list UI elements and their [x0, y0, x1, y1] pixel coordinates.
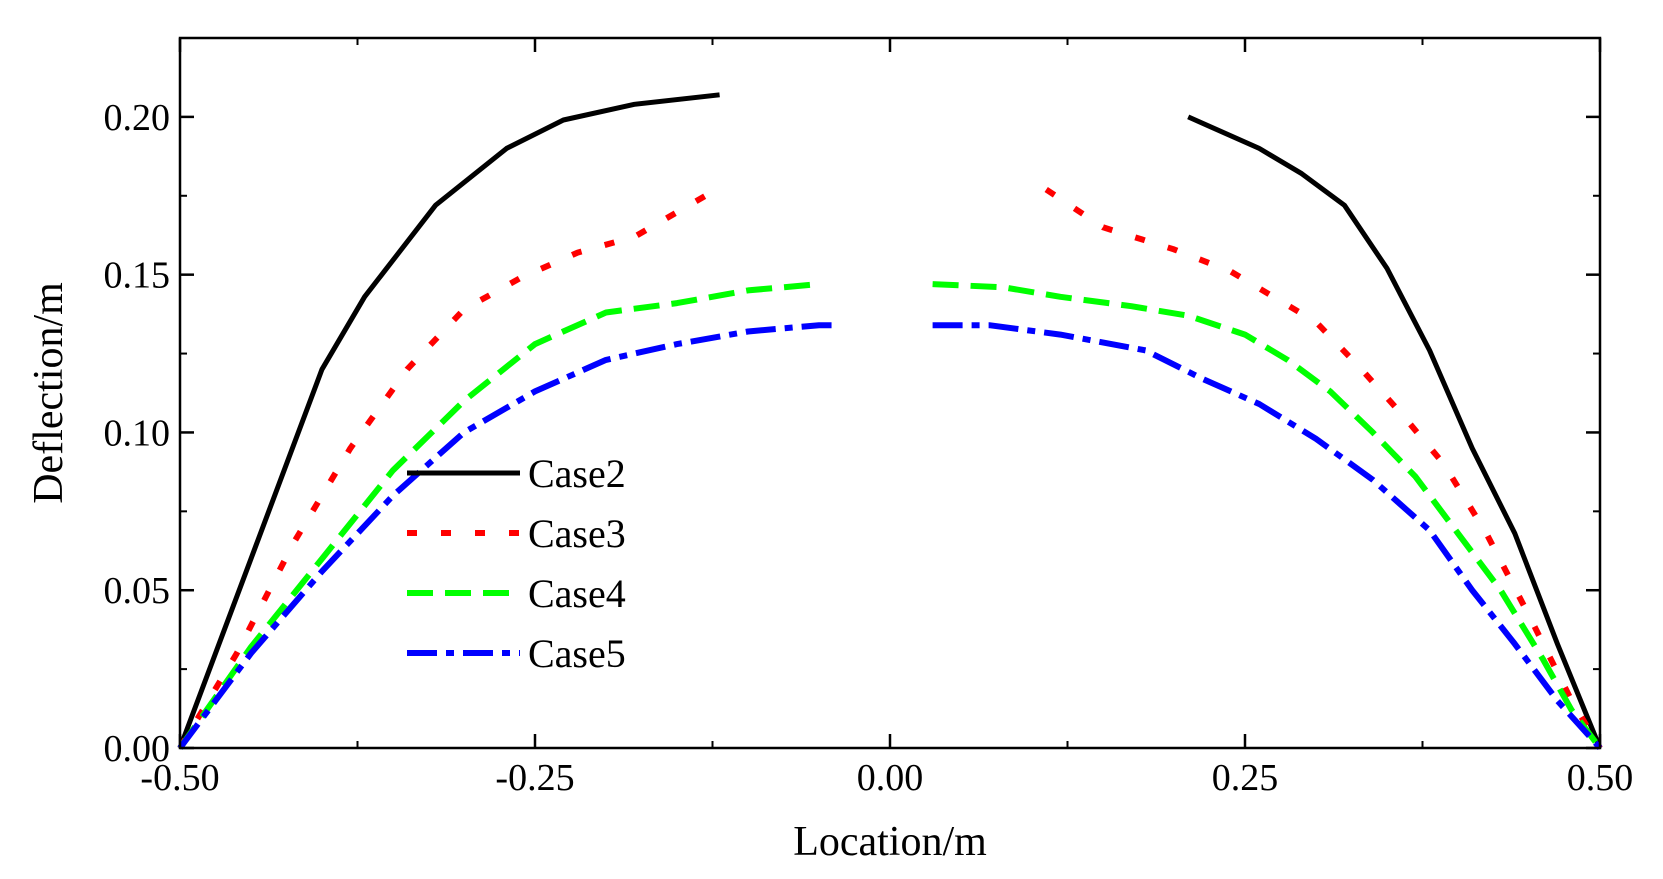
x-axis-title: Location/m — [793, 819, 987, 865]
series-layer — [177, 92, 1603, 751]
series-case4-line-left — [177, 281, 820, 750]
legend-label-case3: Case3 — [528, 511, 626, 556]
series-case5-line-left — [177, 322, 834, 750]
legend: Case2 Case3 Case4 Case5 — [407, 451, 626, 676]
series-case4-line-right — [932, 281, 1603, 750]
y-tick-label: 0.10 — [104, 412, 171, 454]
series-case3-line-left — [177, 193, 707, 750]
series-case2-line-right — [1187, 114, 1603, 749]
x-tick-label: 0.25 — [1212, 757, 1279, 799]
x-tick-label: 0.00 — [857, 757, 924, 799]
legend-label-case4: Case4 — [528, 571, 626, 616]
legend-label-case5: Case5 — [528, 631, 626, 676]
y-tick-label: 0.05 — [104, 570, 171, 612]
ticks-layer: -0.50 -0.25 0.00 0.25 0.50 0.00 0.05 0.10 0.15 0.… — [104, 37, 1634, 799]
series-case3-line-right — [1044, 187, 1603, 750]
y-tick-label: 0.20 — [104, 97, 171, 139]
y-tick-label: 0.00 — [104, 728, 171, 770]
y-tick-label: 0.15 — [104, 255, 171, 297]
x-tick-label: -0.50 — [140, 757, 219, 799]
legend-label-case2: Case2 — [528, 451, 626, 496]
series-case2-line-left — [177, 92, 720, 749]
y-axis-title: Deflection/m — [26, 282, 72, 504]
x-tick-label: -0.25 — [495, 757, 574, 799]
x-tick-label: 0.50 — [1567, 757, 1634, 799]
series-case5-line-right — [932, 322, 1603, 751]
